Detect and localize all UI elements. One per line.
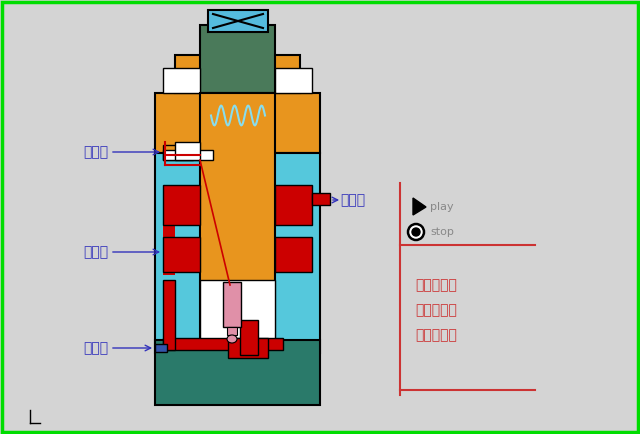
Bar	[163, 185, 175, 275]
Bar	[163, 310, 175, 345]
Polygon shape	[413, 198, 426, 215]
Bar	[312, 193, 330, 205]
Bar	[163, 185, 200, 225]
Text: 进油口: 进油口	[83, 245, 108, 259]
Bar	[228, 338, 268, 358]
Bar	[163, 237, 200, 272]
Text: stop: stop	[430, 227, 454, 237]
Bar	[275, 185, 312, 225]
Bar	[227, 327, 237, 335]
Bar	[175, 142, 200, 160]
Bar	[208, 98, 268, 133]
Bar	[223, 282, 241, 327]
Text: 内控内泄式: 内控内泄式	[415, 278, 457, 292]
Text: 控制口: 控制口	[83, 341, 108, 355]
Circle shape	[408, 224, 424, 240]
Bar	[155, 153, 320, 353]
Text: 外控外泄式: 外控外泄式	[415, 328, 457, 342]
Text: play: play	[430, 202, 454, 212]
Bar	[163, 145, 193, 160]
Text: 外控内泄式: 外控内泄式	[415, 303, 457, 317]
Bar	[200, 25, 275, 93]
Bar	[175, 55, 300, 93]
Bar	[275, 237, 312, 272]
Bar	[240, 320, 258, 355]
Bar	[163, 150, 213, 160]
Bar	[163, 280, 175, 350]
Bar	[200, 280, 275, 340]
Bar	[163, 338, 283, 350]
Bar	[275, 68, 312, 93]
Text: 泄油口: 泄油口	[83, 145, 108, 159]
Bar	[208, 10, 268, 32]
Bar	[155, 344, 167, 352]
Bar	[155, 93, 320, 153]
Bar	[200, 93, 275, 340]
Text: 出油口: 出油口	[340, 193, 365, 207]
Bar	[163, 68, 200, 93]
Bar	[155, 340, 320, 405]
Circle shape	[412, 228, 420, 236]
Ellipse shape	[227, 335, 237, 343]
